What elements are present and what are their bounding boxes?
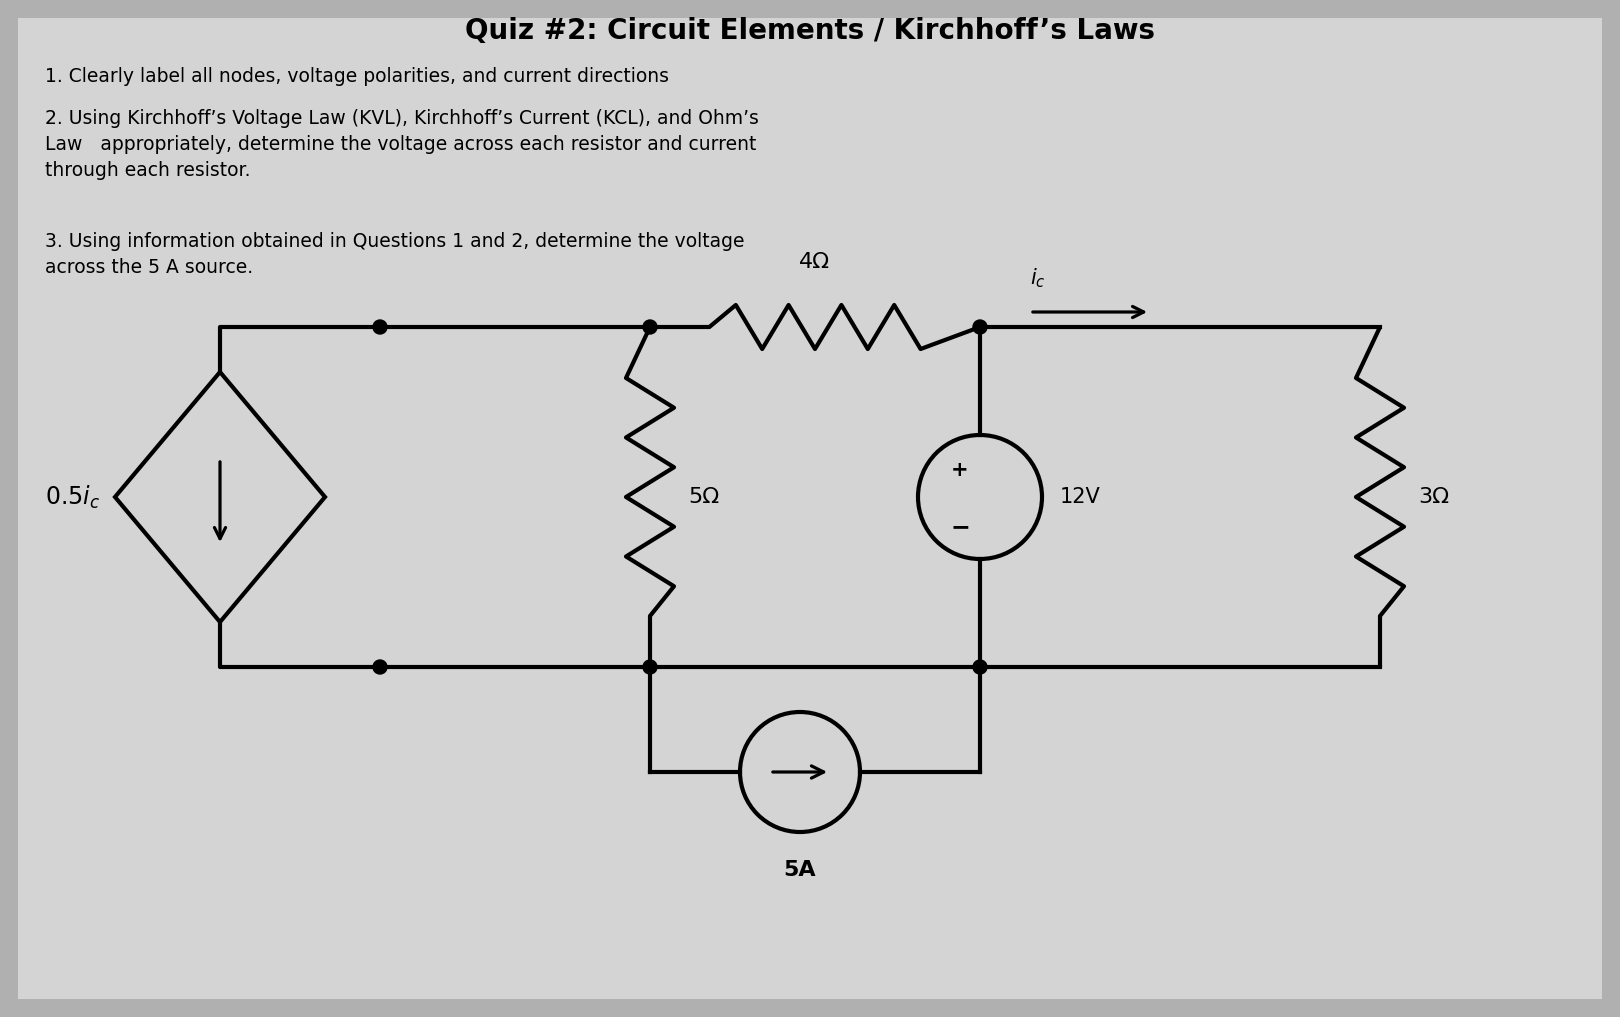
Circle shape	[974, 320, 987, 334]
Text: −: −	[949, 515, 970, 539]
Circle shape	[373, 660, 387, 674]
Text: 4Ω: 4Ω	[799, 252, 831, 272]
Text: 12V: 12V	[1059, 487, 1100, 507]
Text: 5A: 5A	[784, 860, 816, 880]
Text: 3Ω: 3Ω	[1418, 487, 1450, 507]
Text: $i_c$: $i_c$	[1030, 266, 1045, 290]
Text: +: +	[951, 460, 969, 480]
Text: Quiz #2: Circuit Elements / Kirchhoff’s Laws: Quiz #2: Circuit Elements / Kirchhoff’s …	[465, 17, 1155, 45]
Circle shape	[974, 660, 987, 674]
Text: 2. Using Kirchhoff’s Voltage Law (KVL), Kirchhoff’s Current (KCL), and Ohm’s
Law: 2. Using Kirchhoff’s Voltage Law (KVL), …	[45, 109, 758, 179]
Circle shape	[643, 320, 658, 334]
FancyBboxPatch shape	[18, 18, 1602, 999]
Circle shape	[643, 660, 658, 674]
Text: 3. Using information obtained in Questions 1 and 2, determine the voltage
across: 3. Using information obtained in Questio…	[45, 232, 745, 277]
Text: $0.5i_c$: $0.5i_c$	[45, 483, 100, 511]
Text: 1. Clearly label all nodes, voltage polarities, and current directions: 1. Clearly label all nodes, voltage pola…	[45, 67, 669, 86]
Circle shape	[373, 320, 387, 334]
Text: 5Ω: 5Ω	[688, 487, 719, 507]
